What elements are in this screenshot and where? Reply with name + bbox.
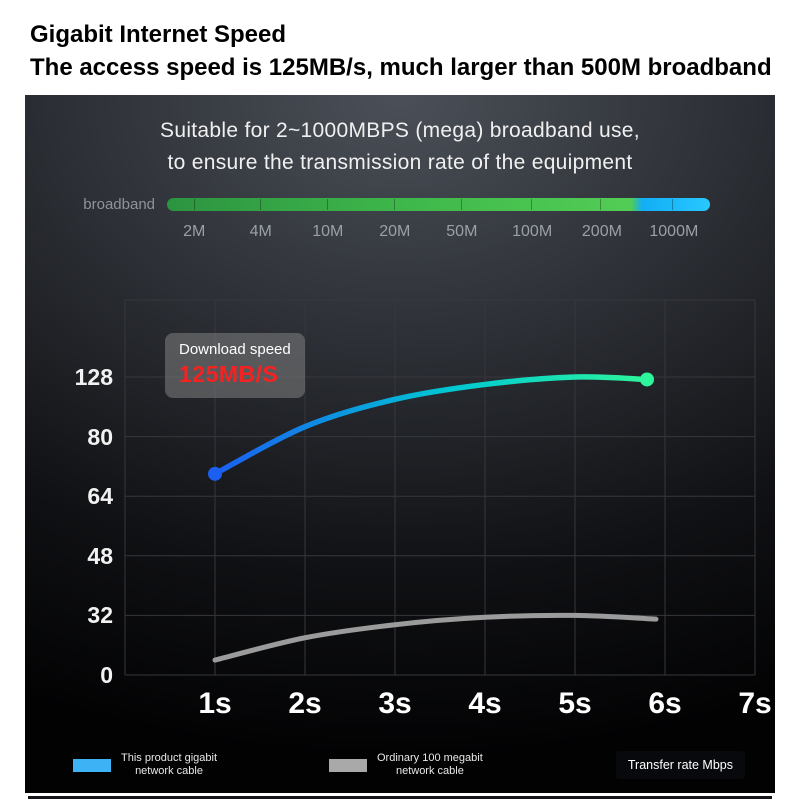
y-axis-label: 32 bbox=[87, 602, 113, 628]
panel-title-line1: Suitable for 2~1000MBPS (mega) broadband… bbox=[160, 119, 640, 142]
legend: This product gigabit network cable Ordin… bbox=[73, 751, 745, 779]
scale-label: 1000M bbox=[649, 223, 699, 240]
scale-label: 50M bbox=[446, 223, 478, 240]
series-start-dot bbox=[208, 466, 222, 481]
chart-grid bbox=[124, 299, 756, 676]
legend-swatch-megabit bbox=[329, 758, 367, 772]
bar-tick bbox=[530, 199, 532, 210]
series-end-dot bbox=[640, 372, 654, 387]
legend-label-line: network cable bbox=[135, 765, 203, 777]
download-speed-tooltip: Download speed 125MB/S bbox=[165, 333, 305, 398]
y-axis-labels: 128 80 64 48 32 0 bbox=[75, 364, 114, 688]
bar-tick bbox=[671, 199, 673, 210]
x-axis-label: 2s bbox=[288, 687, 321, 720]
x-axis-labels: 1s 2s 3s 4s 5s 6s 7s bbox=[198, 687, 771, 720]
tooltip-label: Download speed bbox=[179, 341, 291, 358]
x-axis-label: 4s bbox=[468, 687, 501, 720]
page-subtitle: The access speed is 125MB/s, much larger… bbox=[30, 54, 772, 81]
scale-label: 100M bbox=[512, 223, 553, 240]
legend-label-megabit: Ordinary 100 megabit network cable bbox=[377, 752, 483, 778]
x-axis-label: 7s bbox=[738, 687, 771, 720]
x-axis-label: 6s bbox=[648, 687, 681, 720]
bar-tick bbox=[600, 199, 602, 210]
legend-label-line: This product gigabit bbox=[121, 752, 217, 764]
x-axis-label: 5s bbox=[558, 687, 591, 720]
broadband-label: broadband bbox=[83, 196, 155, 213]
x-axis-label: 3s bbox=[378, 687, 411, 720]
scale-label: 10M bbox=[312, 223, 344, 240]
scale-label: 20M bbox=[379, 223, 411, 240]
legend-label-line: Ordinary 100 megabit bbox=[377, 752, 483, 764]
bar-tick bbox=[194, 199, 196, 210]
scale-label: 2M bbox=[183, 223, 206, 240]
panel-title: Suitable for 2~1000MBPS (mega) broadband… bbox=[25, 95, 775, 179]
bar-tick bbox=[460, 199, 462, 210]
legend-label-gigabit: This product gigabit network cable bbox=[121, 752, 217, 778]
y-axis-label: 0 bbox=[100, 662, 113, 688]
panel-title-line2: to ensure the transmission rate of the e… bbox=[167, 151, 633, 174]
legend-item-gigabit: This product gigabit network cable bbox=[73, 752, 217, 778]
page-title: Gigabit Internet Speed bbox=[30, 21, 287, 48]
speed-chart: 128 80 64 48 32 0 1s 2s 3s 4s 5s 6s 7s bbox=[75, 299, 772, 720]
y-axis-label: 48 bbox=[87, 543, 113, 569]
broadband-speed-bar bbox=[167, 198, 710, 211]
y-axis-label: 80 bbox=[87, 424, 113, 450]
header: Gigabit Internet Speed The access speed … bbox=[0, 0, 800, 84]
tooltip-value: 125MB/S bbox=[179, 361, 279, 387]
broadband-row: broadband bbox=[60, 196, 710, 213]
megabit-series-line bbox=[212, 612, 659, 663]
gigabit-series-line bbox=[212, 374, 650, 477]
transfer-rate-badge: Transfer rate Mbps bbox=[615, 751, 745, 779]
y-axis-label: 128 bbox=[75, 364, 114, 390]
bar-tick bbox=[327, 199, 329, 210]
y-axis-label: 64 bbox=[87, 483, 113, 509]
bottom-divider bbox=[28, 796, 772, 799]
x-axis-label: 1s bbox=[198, 687, 231, 720]
bar-tick bbox=[393, 199, 395, 210]
chart-panel: Suitable for 2~1000MBPS (mega) broadband… bbox=[25, 95, 775, 793]
scale-label: 200M bbox=[581, 223, 622, 240]
scale-label: 4M bbox=[249, 223, 272, 240]
legend-label-line: network cable bbox=[395, 765, 464, 777]
legend-swatch-gigabit bbox=[73, 758, 111, 772]
bar-tick bbox=[260, 199, 262, 210]
legend-item-megabit: Ordinary 100 megabit network cable bbox=[329, 752, 483, 778]
broadband-scale: 2M 4M 10M 20M 50M 100M 200M 1000M bbox=[167, 223, 712, 245]
